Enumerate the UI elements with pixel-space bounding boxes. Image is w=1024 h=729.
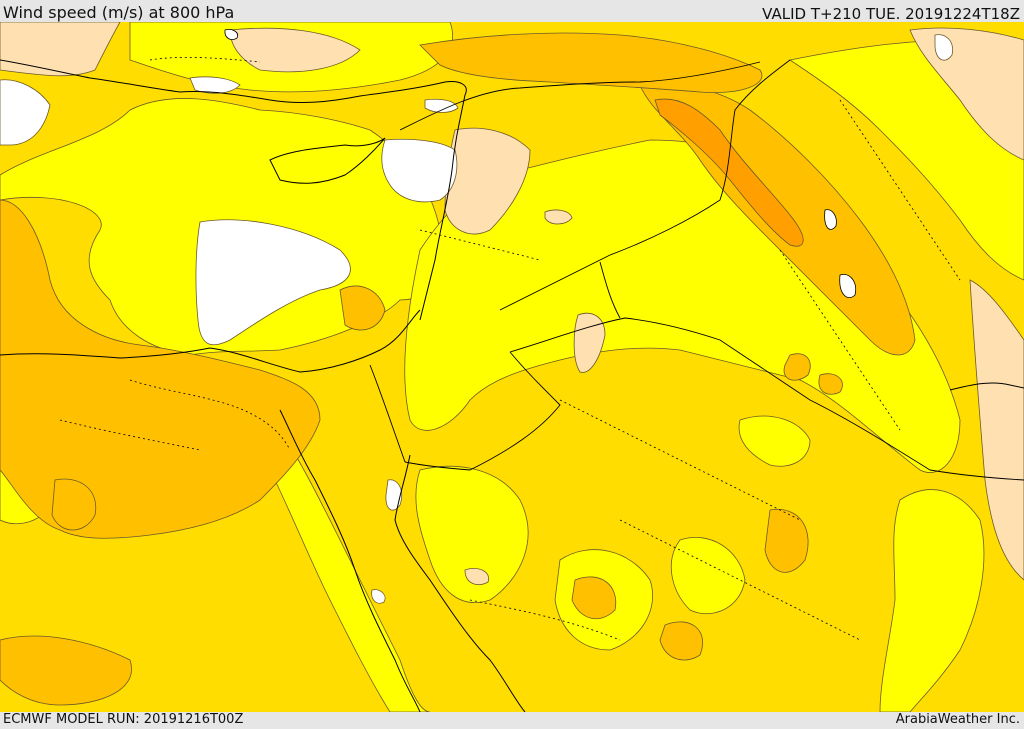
map-footer: ECMWF MODEL RUN: 20191216T00Z ArabiaWeat… [0,712,1024,729]
wind-speed-map[interactable] [0,22,1024,712]
map-title: Wind speed (m/s) at 800 hPa [3,3,235,22]
coastlines [0,59,1024,712]
map-header: Wind speed (m/s) at 800 hPa VALID T+210 … [0,0,1024,23]
admin-lines [59,56,961,641]
model-run: ECMWF MODEL RUN: 20191216T00Z [3,712,244,727]
calm-regions [0,34,953,604]
country-borders [369,59,1024,481]
orange-core [654,98,804,247]
lakes [224,29,857,299]
valid-time: VALID T+210 TUE. 20191224T18Z [762,5,1020,23]
light-regions [0,22,1024,586]
credit: ArabiaWeather Inc. [895,712,1020,727]
